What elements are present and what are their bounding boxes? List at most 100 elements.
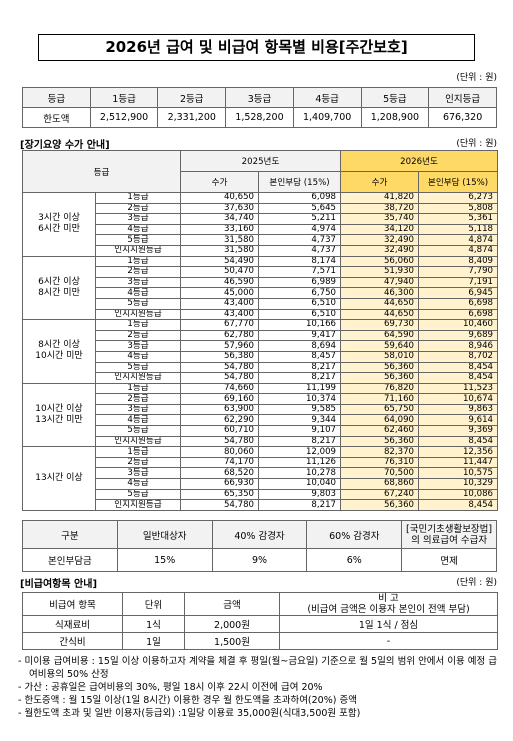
fee-cell: 68,520 bbox=[180, 467, 260, 480]
header-cell: 비 고 (비급여 금액은 이용자 본인이 전액 부담) bbox=[279, 592, 498, 616]
fee-cell: 6,698 bbox=[418, 297, 499, 310]
fee-cell: 37,630 bbox=[180, 202, 260, 215]
fee-cell: 41,820 bbox=[340, 192, 420, 204]
data-row: 3등급 63,900 9,585 65,750 9,863 bbox=[23, 403, 499, 416]
table-cell: 6% bbox=[306, 548, 403, 572]
header-cell: 2026년도 bbox=[340, 150, 499, 172]
fee-cell: 76,310 bbox=[340, 456, 420, 469]
fee-cell: 63,900 bbox=[180, 403, 260, 416]
data-row: 3등급 57,960 8,694 59,640 8,946 bbox=[23, 340, 499, 352]
fee-cell: 34,120 bbox=[340, 223, 420, 236]
table-cell: 9% bbox=[211, 548, 308, 572]
table-cell: 3등급 bbox=[225, 87, 294, 108]
fee-cell: 5,211 bbox=[258, 213, 342, 225]
grade-cell: 3등급 bbox=[94, 403, 182, 416]
grade-cell: 5등급 bbox=[94, 425, 182, 437]
grade-cell: 3등급 bbox=[94, 276, 182, 289]
grade-cell: 5등급 bbox=[94, 297, 182, 310]
table-cell: 간식비 bbox=[22, 632, 123, 650]
header-cell: 등급 bbox=[21, 150, 182, 193]
group-label: 3시간 이상 6시간 미만 bbox=[22, 192, 96, 257]
fee-cell: 59,640 bbox=[340, 340, 420, 352]
table-cell: 2등급 bbox=[157, 87, 227, 108]
cell-line: 3시간 이상 bbox=[38, 213, 80, 224]
table-cell: 1식 bbox=[122, 615, 185, 633]
fee-cell: 10,575 bbox=[418, 467, 499, 480]
fee-cell: 10,040 bbox=[258, 478, 342, 490]
note: - 한도증액 : 월 15일 이상(1일 8시간) 이용한 경우 월 한도액을 … bbox=[18, 695, 357, 706]
fee-cell: 5,361 bbox=[418, 213, 499, 225]
table-cell: 1등급 bbox=[89, 87, 159, 108]
data-row: 5등급 31,580 4,737 32,490 4,874 bbox=[23, 234, 499, 246]
fee-cell: 9,585 bbox=[258, 403, 342, 416]
fee-cell: 6,510 bbox=[258, 297, 342, 310]
fee-cell: 10,460 bbox=[418, 319, 499, 331]
fee-cell: 6,945 bbox=[418, 287, 499, 299]
fee-cell: 10,329 bbox=[418, 478, 499, 490]
grade-cell: 5등급 bbox=[94, 361, 182, 374]
header-cell: 본인부담 (15%) bbox=[418, 171, 499, 193]
data-row: 5등급 65,350 9,803 67,240 10,086 bbox=[23, 488, 499, 501]
fee-cell: 6,750 bbox=[258, 287, 342, 299]
care-fee-table: 등급 2025년도 2026년도 수가 본인부담 (15%) 수가 본인부담 (15%) 3시… bbox=[21, 150, 499, 511]
fee-cell: 82,370 bbox=[340, 446, 420, 458]
header-cell: 본인부담 (15%) bbox=[258, 171, 342, 193]
fee-cell: 4,974 bbox=[258, 223, 342, 236]
table-cell: 1,500원 bbox=[184, 632, 280, 650]
data-row: 3등급 46,590 6,989 47,940 7,191 bbox=[23, 276, 499, 289]
grade-cell: 1등급 bbox=[94, 255, 182, 268]
fee-cell: 9,689 bbox=[418, 329, 499, 342]
header-row: 수가 본인부담 (15%) 수가 본인부담 (15%) bbox=[23, 171, 499, 193]
fee-cell: 62,780 bbox=[180, 329, 260, 342]
table-row: 한도액 2,512,900 2,331,200 1,528,200 1,409,700 1… bbox=[22, 107, 497, 128]
table-cell: 구분 bbox=[22, 520, 118, 549]
cell-line: 13시간 이상 bbox=[35, 473, 83, 484]
fee-cell: 43,400 bbox=[180, 308, 260, 321]
header-cell: 수가 bbox=[180, 171, 260, 193]
fee-cell: 33,160 bbox=[180, 223, 260, 236]
table-cell: 1,528,200 bbox=[225, 107, 294, 128]
fee-cell: 10,374 bbox=[258, 393, 342, 405]
fee-cell: 54,780 bbox=[180, 435, 260, 448]
fee-cell: 8,217 bbox=[258, 435, 342, 448]
header-cell: 비급여 항목 bbox=[22, 592, 123, 616]
grade-cell: 2등급 bbox=[94, 202, 182, 215]
table-cell: 5등급 bbox=[360, 87, 430, 108]
data-row: 4등급 62,290 9,344 64,090 9,614 bbox=[23, 414, 499, 427]
fee-cell: 8,454 bbox=[418, 372, 499, 384]
data-row: 2등급 62,780 9,417 64,590 9,689 bbox=[23, 329, 499, 342]
fee-cell: 9,369 bbox=[418, 425, 499, 437]
table-cell: 식재료비 bbox=[22, 615, 123, 633]
fee-cell: 11,523 bbox=[418, 382, 499, 395]
cell-line: 6시간 미만 bbox=[38, 224, 80, 235]
cell-line: 6시간 이상 bbox=[38, 276, 80, 287]
grade-cell: 인지지원등급 bbox=[94, 372, 182, 384]
limit-table: 등급 1등급 2등급 3등급 4등급 5등급 인지등급 한도액 2,512,900 2,331,2… bbox=[22, 87, 497, 128]
cell-line: 비 고 bbox=[378, 593, 399, 605]
fee-cell: 4,874 bbox=[418, 234, 499, 246]
fee-cell: 74,660 bbox=[180, 382, 260, 395]
table-cell: 등급 bbox=[22, 87, 91, 108]
fee-cell: 32,490 bbox=[340, 244, 420, 257]
fee-cell: 9,614 bbox=[418, 414, 499, 427]
fee-cell: 54,780 bbox=[180, 372, 260, 384]
fee-cell: 9,417 bbox=[258, 329, 342, 342]
fee-cell: 47,940 bbox=[340, 276, 420, 289]
grade-cell: 2등급 bbox=[94, 329, 182, 342]
grade-cell: 인지지원등급 bbox=[94, 308, 182, 321]
header-cell: 단위 bbox=[122, 592, 185, 616]
grade-cell: 인지지원등급 bbox=[94, 244, 182, 257]
table-cell: 면제 bbox=[401, 548, 497, 572]
table-cell: 2,331,200 bbox=[157, 107, 227, 128]
fee-cell: 62,460 bbox=[340, 425, 420, 437]
fee-cell: 56,360 bbox=[340, 499, 420, 511]
fee-cell: 4,874 bbox=[418, 244, 499, 257]
fee-cell: 56,380 bbox=[180, 350, 260, 363]
grade-cell: 2등급 bbox=[94, 393, 182, 405]
fee-cell: 51,930 bbox=[340, 266, 420, 278]
fee-cell: 9,863 bbox=[418, 403, 499, 416]
fee-cell: 7,790 bbox=[418, 266, 499, 278]
fee-cell: 50,470 bbox=[180, 266, 260, 278]
data-row: 3시간 이상 6시간 미만 1등급 40,650 6,098 41,820 6,273 bbox=[22, 192, 499, 257]
